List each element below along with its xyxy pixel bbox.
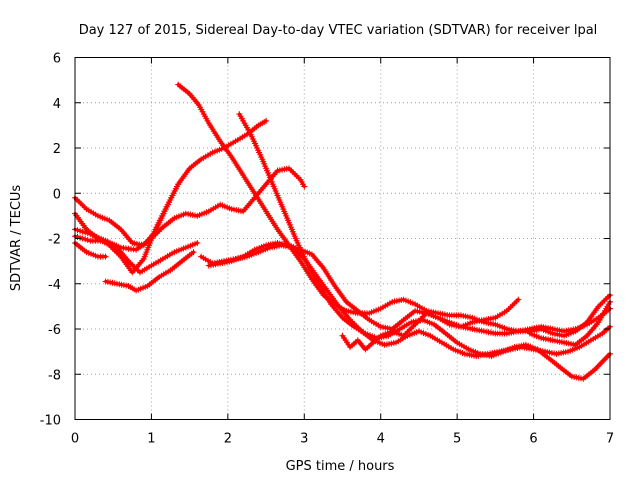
series-point-marks (526, 298, 613, 348)
x-tick-label: 0 (71, 432, 79, 447)
series-point-marks (339, 296, 522, 353)
series-arc-9 (198, 242, 613, 360)
grid-layer (75, 57, 610, 420)
x-tick-label: 6 (529, 432, 537, 447)
chart-title: Day 127 of 2015, Sidereal Day-to-day VTE… (79, 23, 598, 38)
y-tick-label: 6 (53, 52, 61, 67)
series-point-marks (72, 165, 308, 253)
x-tick-label: 2 (224, 432, 232, 447)
series-arc-11 (339, 296, 522, 353)
series-arc-3 (72, 117, 270, 249)
y-tick-label: -8 (48, 368, 61, 383)
y-tick-label: -4 (48, 278, 61, 293)
y-tick-label: -10 (40, 414, 61, 429)
series-point-marks (205, 240, 613, 337)
series-arc-10 (205, 240, 613, 337)
y-tick-label: -6 (48, 323, 61, 338)
x-tick-label: 7 (606, 432, 614, 447)
x-tick-label: 1 (147, 432, 155, 447)
series-arc-8 (102, 249, 197, 294)
series-layer (72, 81, 613, 382)
series-arc-4 (72, 165, 308, 253)
y-tick-label: 0 (53, 187, 61, 202)
series-arc-6 (72, 233, 201, 276)
x-axis-label: GPS time / hours (286, 459, 395, 474)
y-tick-label: 2 (53, 142, 61, 157)
tick-layer: 0 1 2 3 4 5 6 7 -10 -8 -6 -4 -2 0 2 4 6 (40, 52, 614, 447)
series-point-marks (102, 249, 197, 294)
y-axis-label: SDTVAR / TECUs (9, 185, 24, 292)
y-tick-label: -2 (48, 233, 61, 248)
series-point-marks (175, 81, 613, 339)
series-line (207, 241, 612, 336)
x-tick-label: 5 (453, 432, 461, 447)
series-point-marks (72, 117, 270, 249)
x-tick-label: 3 (300, 432, 308, 447)
y-tick-label: 4 (53, 97, 61, 112)
series-arc-5 (72, 181, 182, 276)
series-arc-1 (175, 81, 613, 339)
x-tick-label: 4 (377, 432, 385, 447)
series-arc-12 (526, 298, 613, 348)
series-point-marks (198, 242, 613, 360)
